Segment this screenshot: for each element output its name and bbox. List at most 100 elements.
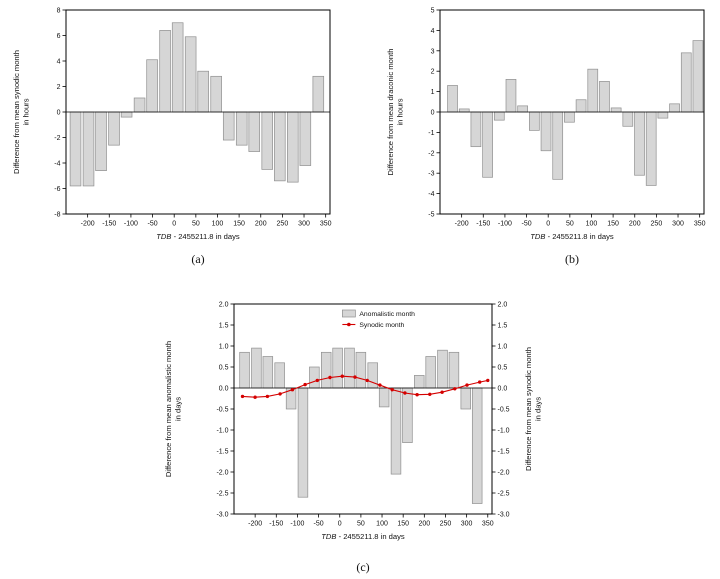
bar bbox=[355, 351, 367, 389]
bar bbox=[458, 108, 470, 113]
bar bbox=[69, 111, 82, 187]
right-y-tick-label: 1.0 bbox=[498, 344, 508, 351]
right-y-tick-label: -3.0 bbox=[498, 512, 510, 519]
y-tick-label: 0.5 bbox=[219, 365, 229, 372]
x-tick-label: 200 bbox=[418, 521, 430, 528]
y-axis-label: in days bbox=[174, 397, 183, 421]
bar bbox=[262, 356, 274, 389]
right-y-tick-label: -0.5 bbox=[498, 407, 510, 414]
x-axis-label: TDB - 2455211.8 in days bbox=[321, 532, 405, 541]
x-tick-label: -200 bbox=[81, 221, 95, 228]
bar bbox=[657, 111, 669, 119]
x-tick-label: 100 bbox=[586, 221, 598, 228]
x-axis-label: TDB - 2455211.8 in days bbox=[530, 232, 614, 241]
y-tick-label: -1.5 bbox=[216, 449, 228, 456]
bar bbox=[222, 111, 235, 141]
x-tick-label: -50 bbox=[147, 221, 157, 228]
right-y-axis-label: in days bbox=[534, 397, 543, 421]
bar bbox=[320, 351, 332, 389]
line-marker bbox=[428, 392, 432, 396]
line-marker bbox=[353, 375, 357, 379]
y-tick-label: -3.0 bbox=[216, 512, 228, 519]
y-axis-label: in hours bbox=[22, 98, 31, 125]
right-y-tick-label: 1.5 bbox=[498, 323, 508, 330]
bar bbox=[251, 347, 262, 389]
bar bbox=[171, 22, 184, 113]
line-marker bbox=[478, 380, 482, 384]
bar bbox=[344, 347, 355, 389]
x-tick-label: 150 bbox=[397, 521, 409, 528]
x-tick-label: 250 bbox=[440, 521, 452, 528]
line-marker bbox=[453, 387, 457, 391]
y-tick-label: -2 bbox=[428, 150, 434, 157]
line-marker bbox=[486, 378, 490, 383]
bar bbox=[414, 375, 425, 389]
y-tick-label: 4 bbox=[57, 59, 61, 66]
x-tick-label: -200 bbox=[248, 521, 262, 528]
y-tick-label: -2.5 bbox=[216, 491, 228, 498]
line-marker bbox=[265, 394, 270, 399]
right-y-tick-label: 2.0 bbox=[498, 302, 508, 309]
bar bbox=[460, 387, 471, 410]
x-tick-label: 100 bbox=[212, 221, 224, 228]
bar bbox=[159, 30, 171, 113]
chart-c-plot: -200 -150 -100 -50 0 50 100 150 200 250 300 350 -3.0… bbox=[164, 302, 543, 542]
right-y-tick-label: -2.5 bbox=[498, 491, 510, 498]
bar bbox=[622, 111, 634, 127]
y-tick-label: -4 bbox=[54, 161, 60, 168]
y-tick-label: -6 bbox=[54, 186, 60, 193]
bar bbox=[312, 75, 325, 113]
line-marker bbox=[253, 395, 257, 399]
x-tick-label: 300 bbox=[672, 221, 684, 228]
line-marker bbox=[365, 378, 369, 383]
y-tick-label: -2 bbox=[54, 135, 60, 142]
bar bbox=[274, 111, 286, 182]
chart-b-panel: -200 -150 -100 -50 0 50 100 150 200 250 300 350 -5 -4… bbox=[380, 0, 716, 267]
x-tick-label: 300 bbox=[461, 521, 473, 528]
bar bbox=[287, 111, 299, 183]
bar bbox=[517, 105, 528, 113]
chart-a-plot: -200 -150 -100 -50 0 50 100 150 200 250 300 350 -8 -6… bbox=[12, 8, 332, 242]
legend-swatch-bar bbox=[342, 309, 356, 318]
x-tick-label: 350 bbox=[320, 221, 332, 228]
y-tick-label: -8 bbox=[54, 212, 60, 219]
y-axis-label: in hours bbox=[396, 98, 405, 125]
bar bbox=[274, 362, 285, 389]
bar bbox=[529, 111, 540, 131]
bar bbox=[564, 111, 575, 123]
y-tick-label: -1 bbox=[428, 130, 434, 137]
bar bbox=[309, 366, 320, 389]
y-tick-label: -4 bbox=[428, 191, 434, 198]
y-tick-label: 1.5 bbox=[219, 323, 229, 330]
x-tick-label: -200 bbox=[455, 221, 469, 228]
line-marker bbox=[240, 394, 245, 399]
y-axis-label: Difference from mean synodic month bbox=[12, 50, 21, 174]
x-tick-label: 200 bbox=[255, 221, 267, 228]
bar bbox=[248, 111, 261, 152]
bar bbox=[540, 111, 552, 152]
x-tick-label: 0 bbox=[338, 521, 342, 528]
y-tick-label: -2.0 bbox=[216, 470, 228, 477]
chart-a-caption: (a) bbox=[191, 252, 205, 266]
line-marker bbox=[390, 388, 394, 392]
bar bbox=[120, 111, 133, 118]
chart-b-caption: (b) bbox=[565, 252, 579, 266]
legend-label: Synodic month bbox=[359, 322, 404, 329]
bar bbox=[575, 99, 587, 113]
y-tick-label: -3 bbox=[428, 171, 434, 178]
right-y-axis-label: Difference from mean synodic month bbox=[524, 347, 533, 471]
x-tick-label: -150 bbox=[269, 521, 283, 528]
right-y-tick-label: 0.0 bbox=[498, 386, 508, 393]
y-tick-label: 4 bbox=[431, 28, 435, 35]
bar bbox=[297, 387, 309, 498]
bar bbox=[447, 85, 458, 113]
x-tick-label: 50 bbox=[357, 521, 365, 528]
x-tick-label: 350 bbox=[694, 221, 706, 228]
bar bbox=[82, 111, 95, 187]
bar bbox=[669, 103, 680, 113]
x-tick-label: 250 bbox=[651, 221, 663, 228]
line-marker bbox=[290, 388, 295, 392]
bar bbox=[587, 68, 599, 113]
bar bbox=[493, 111, 505, 121]
